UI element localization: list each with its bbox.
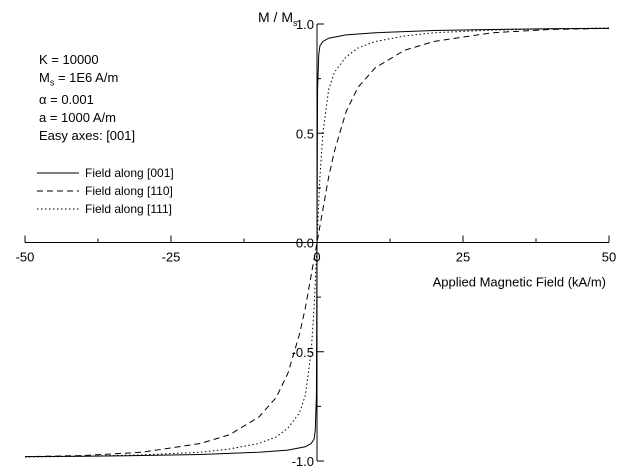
param-a: a = 1000 A/m	[39, 110, 116, 125]
series-layer	[24, 27, 610, 458]
y-tick-label: -1.0	[292, 454, 314, 469]
x-tick-label: 0	[313, 250, 320, 265]
x-tick-label: 25	[456, 250, 470, 265]
x-tick-label: -50	[16, 250, 35, 265]
legend-line-solid	[37, 172, 79, 174]
y-tick-label: 1.0	[296, 17, 314, 32]
param-ms: Ms = 1E6 A/m	[39, 70, 119, 88]
y-tick-label: 0.0	[296, 236, 314, 251]
param-easy-axes: Easy axes: [001]	[39, 128, 136, 143]
legend-line-dotted	[37, 208, 79, 210]
legend-line-dashed	[37, 190, 79, 192]
param-alpha: α = 0.001	[39, 92, 94, 107]
y-axis-title: M / Ms	[258, 9, 298, 28]
x-tick-label: 50	[602, 250, 616, 265]
param-k: K = 10000	[39, 52, 99, 67]
y-tick-label: -0.5	[292, 345, 314, 360]
y-tick-label: 0.5	[296, 126, 314, 141]
x-tick-label: -25	[162, 250, 181, 265]
series-line-solid	[24, 27, 610, 458]
axis-labels: -50 -25 0 25 50 -1.0 -0.5 0.0 0.5 1.0 Applied Magn…	[16, 17, 617, 469]
series-line-dotted	[24, 27, 610, 458]
x-axis-title: Applied Magnetic Field (kA/m)	[433, 275, 606, 290]
